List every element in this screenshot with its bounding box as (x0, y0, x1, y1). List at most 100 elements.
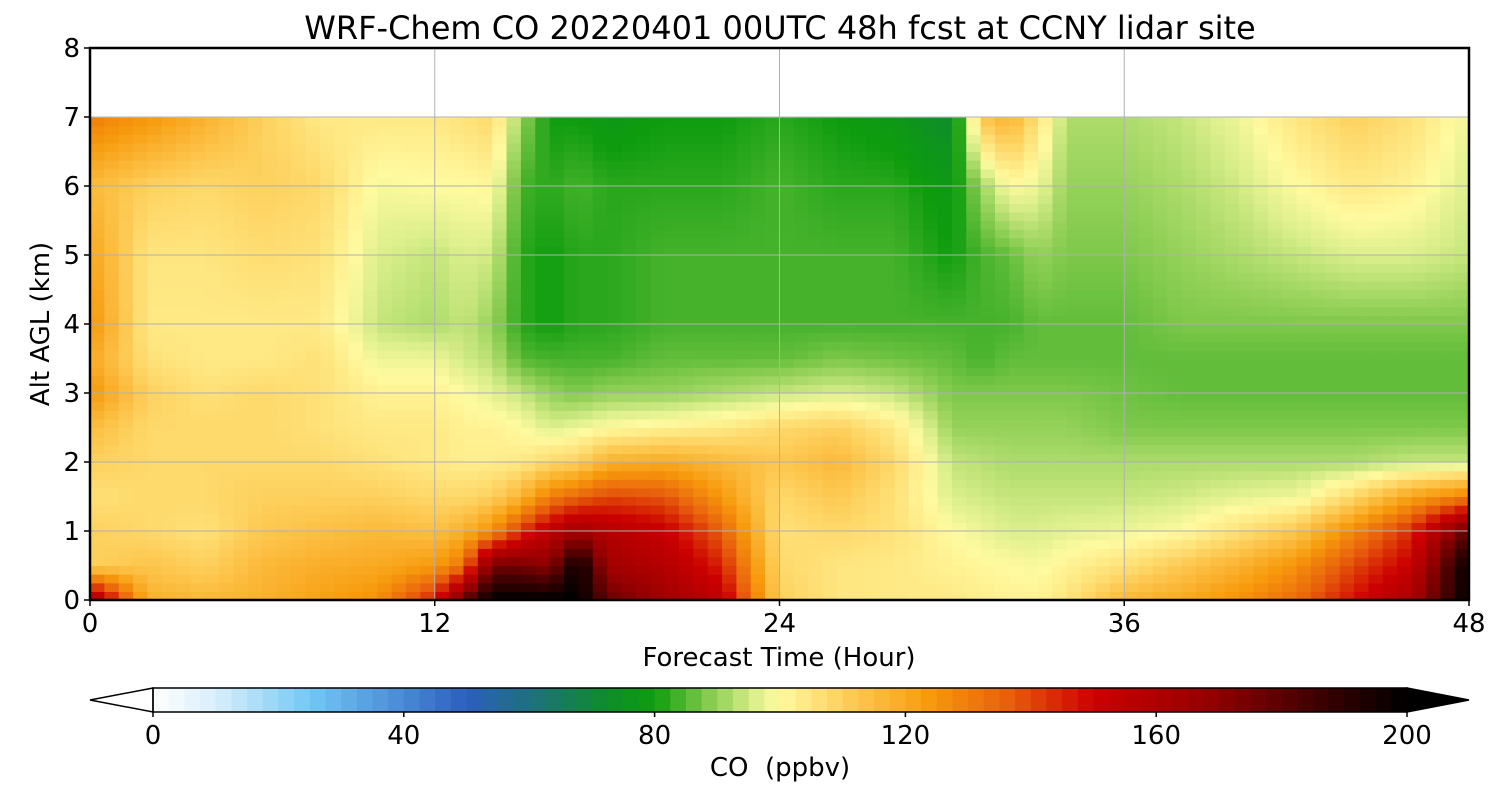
heatmap-cell (190, 237, 206, 247)
heatmap-cell (248, 505, 263, 515)
heatmap-cell (621, 324, 637, 334)
heatmap-cell (1023, 280, 1039, 291)
heatmap-cell (520, 82, 536, 92)
heatmap-cell (635, 487, 651, 498)
heatmap-cell (362, 289, 378, 299)
heatmap-cell (578, 531, 594, 541)
heatmap-cell (937, 194, 953, 204)
heatmap-cell (980, 289, 996, 299)
heatmap-cell (836, 358, 852, 368)
heatmap-cell (420, 522, 436, 532)
heatmap-cell (248, 531, 263, 541)
heatmap-cell (305, 522, 321, 532)
heatmap-cell (980, 349, 996, 360)
heatmap-cell (1081, 487, 1097, 498)
heatmap-cell (1152, 384, 1168, 394)
heatmap-cell (908, 168, 924, 178)
heatmap-cell (406, 99, 421, 109)
heatmap-cell (1038, 418, 1054, 429)
heatmap-cell (406, 280, 421, 291)
heatmap-cell (1124, 513, 1140, 523)
heatmap-cell (865, 194, 881, 204)
heatmap-cell (535, 56, 551, 66)
heatmap-cell (449, 186, 465, 196)
heatmap-cell (607, 375, 623, 385)
heatmap-cell (1152, 505, 1168, 515)
heatmap-cell (894, 48, 910, 58)
heatmap-cell (118, 168, 134, 178)
heatmap-cell (1138, 289, 1154, 299)
heatmap-cell (492, 332, 508, 342)
heatmap-cell (851, 73, 867, 84)
heatmap-cell (248, 591, 263, 601)
heatmap-cell (607, 427, 623, 437)
heatmap-cell (133, 393, 149, 403)
heatmap-cell (535, 134, 551, 144)
heatmap-cell (1038, 367, 1054, 377)
heatmap-cell (1138, 263, 1154, 273)
heatmap-cell (204, 358, 220, 368)
heatmap-cell (176, 574, 192, 584)
heatmap-cell (190, 263, 206, 273)
heatmap-cell (248, 65, 263, 75)
heatmap-cell (966, 56, 982, 66)
heatmap-cell (133, 453, 149, 463)
heatmap-cell (1023, 393, 1039, 403)
heatmap-cell (133, 237, 149, 247)
heatmap-cell (736, 375, 752, 385)
heatmap-cell (1023, 73, 1039, 84)
heatmap-cell (133, 108, 149, 118)
heatmap-cell (262, 410, 278, 420)
heatmap-cell (90, 298, 105, 308)
heatmap-cell (765, 487, 781, 498)
heatmap-cell (951, 289, 967, 299)
heatmap-cell (1181, 220, 1197, 230)
heatmap-cell (980, 48, 996, 58)
heatmap-cell (1181, 237, 1197, 247)
heatmap-cell (204, 418, 220, 429)
heatmap-cell (104, 298, 120, 308)
heatmap-cell (635, 418, 651, 429)
heatmap-cell (176, 513, 192, 523)
heatmap-cell (233, 255, 249, 265)
heatmap-cell (334, 505, 350, 515)
heatmap-cell (133, 531, 149, 541)
heatmap-cell (305, 582, 321, 592)
heatmap-cell (492, 48, 508, 58)
heatmap-cell (621, 444, 637, 454)
heatmap-cell (1181, 91, 1197, 101)
heatmap-cell (1124, 349, 1140, 360)
heatmap-cell (937, 91, 953, 101)
heatmap-cell (793, 272, 809, 282)
heatmap-cell (319, 436, 335, 446)
heatmap-cell (463, 358, 479, 368)
heatmap-cell (391, 263, 407, 273)
heatmap-cell (118, 194, 134, 204)
heatmap-cell (176, 298, 192, 308)
heatmap-cell (233, 522, 249, 532)
heatmap-cell (1124, 151, 1140, 161)
heatmap-cell (1124, 315, 1140, 325)
heatmap-cell (923, 82, 939, 92)
heatmap-cell (362, 160, 378, 170)
heatmap-cell (377, 436, 393, 446)
heatmap-cell (190, 125, 206, 135)
heatmap-cell (894, 82, 910, 92)
heatmap-cell (1109, 531, 1125, 541)
heatmap-cell (463, 565, 479, 575)
heatmap-cell (722, 375, 737, 385)
heatmap-cell (1124, 453, 1140, 463)
heatmap-cell (319, 211, 335, 222)
heatmap-cell (262, 263, 278, 273)
heatmap-cell (980, 367, 996, 377)
heatmap-cell (607, 168, 623, 178)
heatmap-cell (1023, 82, 1039, 92)
heatmap-cell (492, 168, 508, 178)
heatmap-cell (319, 246, 335, 256)
heatmap-cell (1052, 427, 1068, 437)
heatmap-cell (822, 99, 838, 109)
heatmap-cell (750, 453, 766, 463)
heatmap-cell (1152, 436, 1168, 446)
heatmap-cell (262, 82, 278, 92)
heatmap-cell (248, 332, 263, 342)
